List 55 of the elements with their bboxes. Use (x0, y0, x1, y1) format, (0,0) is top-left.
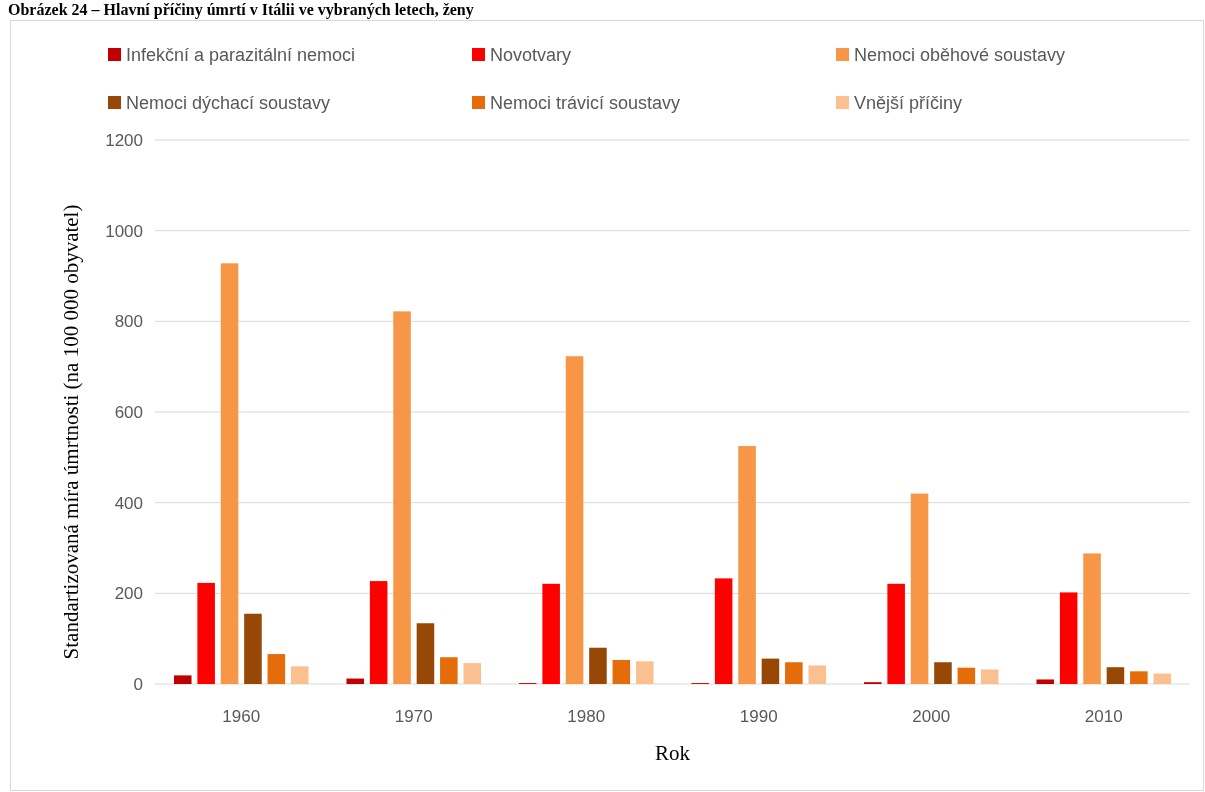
bar (612, 659, 631, 684)
bar (589, 647, 607, 684)
bar (393, 311, 411, 684)
bar (244, 613, 262, 684)
bar (197, 582, 215, 684)
x-tick-label: 1960 (222, 707, 261, 726)
bar (542, 583, 560, 684)
bar (738, 446, 756, 684)
y-tick-label: 1000 (105, 221, 143, 241)
bar (957, 667, 976, 684)
bar (761, 658, 780, 684)
x-tick-label: 1990 (739, 707, 778, 726)
bar (714, 578, 733, 684)
bar (440, 657, 458, 684)
y-tick-label: 1200 (105, 130, 143, 150)
bar (808, 665, 827, 684)
legend-label: Nemoci oběhové soustavy (854, 45, 1066, 66)
bar (1036, 679, 1055, 684)
bar (934, 662, 952, 684)
bar (173, 675, 192, 684)
y-axis-title: Standartizovaná míra úmrtnosti (na 100 000 obyvatel) (59, 204, 83, 660)
x-tick-label: 1980 (567, 707, 606, 726)
bar (463, 663, 482, 684)
bar (1153, 673, 1172, 684)
bar (346, 678, 365, 684)
legend-label: Nemoci dýchací soustavy (126, 93, 331, 114)
legend-label: Vnější příčiny (854, 93, 963, 114)
y-tick-label: 800 (114, 312, 143, 332)
x-axis-title: Rok (654, 741, 691, 765)
x-tick-label: 2010 (1084, 707, 1123, 726)
x-tick-label: 1970 (394, 707, 433, 726)
legend-label: Nemoci trávicí soustavy (490, 93, 681, 114)
y-tick-label: 400 (114, 493, 143, 513)
y-tick-label: 0 (133, 674, 143, 694)
x-tick-label: 2000 (912, 707, 951, 726)
bar (1130, 671, 1148, 684)
bar (220, 263, 239, 684)
chart-title: Obrázek 24 – Hlavní příčiny úmrtí v Itálii ve vybraných letech, ženy (8, 1, 474, 19)
legend-label: Infekční a parazitální nemoci (126, 45, 356, 66)
bar (1106, 667, 1125, 684)
bar (267, 654, 286, 684)
bar (887, 583, 905, 684)
bar (785, 662, 803, 684)
bar (369, 581, 388, 684)
bar (565, 356, 584, 684)
legend-label: Novotvary (490, 45, 572, 66)
bar (290, 666, 309, 684)
bar (1083, 553, 1101, 684)
bar (910, 493, 929, 684)
y-tick-label: 600 (114, 402, 143, 422)
bar (635, 661, 654, 684)
bar (980, 669, 999, 684)
y-tick-label: 200 (114, 584, 143, 604)
bar (1059, 592, 1078, 684)
bar (416, 623, 435, 684)
